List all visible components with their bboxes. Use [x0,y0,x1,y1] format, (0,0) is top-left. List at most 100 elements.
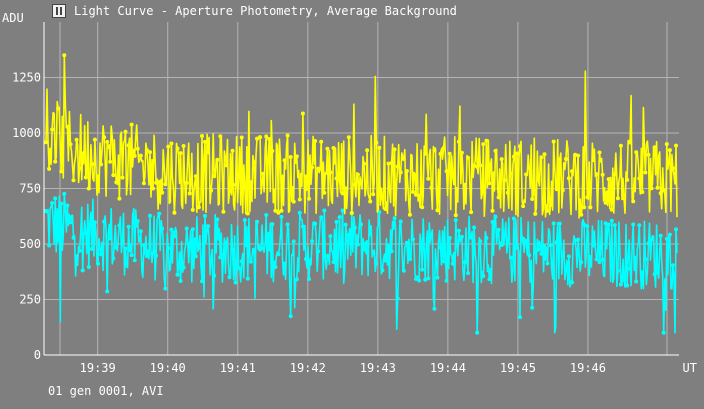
comparison-point [625,283,630,288]
target-point [618,143,623,148]
comparison-point [288,314,293,319]
target-point [224,163,229,168]
target-point [71,178,76,183]
comparison-point [105,289,110,294]
comparison-point [472,225,477,230]
comparison-point [456,228,461,233]
comparison-point [117,223,122,228]
comparison-point [628,266,633,271]
comparison-point [576,237,581,242]
comparison-point [594,257,599,262]
comparison-point [499,243,504,247]
comparison-point [120,239,125,244]
target-point [126,143,131,148]
target-point [62,53,67,58]
comparison-point [365,240,370,245]
comparison-point [279,214,284,219]
comparison-point [411,237,415,242]
target-point [151,186,155,191]
target-point [187,191,192,196]
comparison-point [398,219,403,224]
target-point [466,155,470,160]
target-point [551,139,556,144]
target-point [53,159,58,164]
comparison-point [236,266,241,271]
target-point [631,199,636,204]
comparison-point [297,210,302,215]
comparison-point [536,247,541,252]
comparison-point [444,278,449,283]
target-point [414,192,418,197]
comparison-point [487,277,492,282]
comparison-point [261,246,266,251]
x-tick-label-19:40: 19:40 [150,361,186,375]
target-point [239,135,244,140]
target-point [625,177,630,182]
target-point [307,196,311,201]
target-point [383,207,388,211]
target-point [658,191,663,196]
comparison-point [362,247,366,252]
target-point [200,134,204,138]
target-point [206,150,211,155]
comparison-point [527,253,532,258]
target-point [212,174,217,179]
comparison-point [469,235,474,240]
target-point [178,151,183,156]
comparison-point [380,268,385,273]
comparison-point [612,223,617,228]
comparison-point [420,267,425,272]
comparison-point [383,258,388,263]
comparison-point [258,247,263,252]
target-point [576,153,581,158]
target-point [548,203,553,207]
target-point [377,145,382,150]
target-point [597,150,602,155]
target-point [285,133,290,138]
comparison-point [401,268,406,273]
target-point [83,175,88,180]
target-point [175,146,180,151]
comparison-point [163,286,168,291]
comparison-point [374,261,379,266]
target-point [169,141,174,146]
comparison-point [450,261,455,266]
target-point [478,163,483,168]
target-point [282,158,287,163]
comparison-point [187,241,192,246]
label-layer: 0 250 500 750 1000 1250 19:39 19:40 19:41 19:42 19… [2,11,697,375]
target-point [102,135,107,140]
target-point [515,151,519,156]
target-point [374,140,379,145]
app-logo-icon[interactable] [52,4,66,18]
comparison-point [233,280,238,285]
target-point [563,157,568,161]
comparison-point [343,222,348,227]
comparison-point [322,208,327,213]
target-point [77,166,82,171]
comparison-point [86,265,91,269]
comparison-point [475,330,480,335]
comparison-point [371,250,376,255]
comparison-point [151,251,155,256]
target-point [646,152,651,157]
target-point [463,182,467,187]
comparison-point [389,249,394,254]
comparison-point [255,219,259,224]
comparison-point [230,247,235,252]
target-point [398,170,403,175]
x-tick-label-19:42: 19:42 [290,361,326,375]
target-point [108,159,113,164]
comparison-point [664,236,669,241]
target-point [340,191,345,196]
target-point [637,176,642,181]
target-point [475,164,480,169]
target-point [209,188,214,193]
series-target-line [45,54,678,219]
comparison-point [276,252,281,257]
target-point [606,177,611,182]
target-point [469,210,474,215]
comparison-point [359,222,363,227]
comparison-point [111,256,116,261]
target-point [472,163,477,168]
